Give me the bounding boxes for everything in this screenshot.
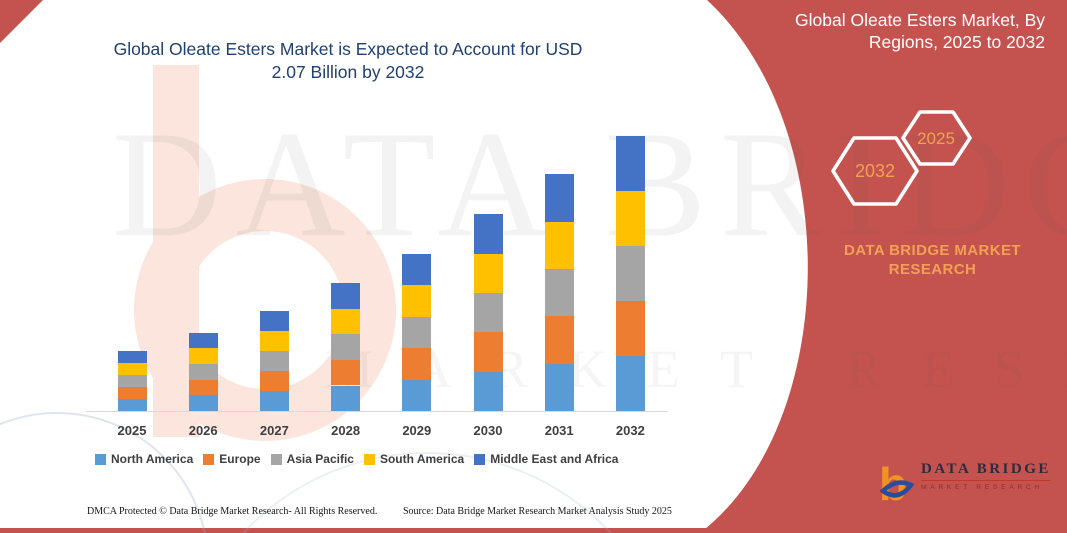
year-hexagons: 2032 2025 bbox=[831, 110, 972, 206]
legend-label: Europe bbox=[219, 452, 261, 466]
logo-tagline: MARKET RESEARCH bbox=[921, 484, 1043, 491]
bar-segment-asia-pacific bbox=[188, 363, 218, 380]
bar-segment-europe bbox=[615, 300, 645, 356]
x-tick-label: 2031 bbox=[544, 423, 574, 438]
databridge-logo: b DATA BRIDGE MARKET RESEARCH bbox=[878, 461, 1051, 507]
bar-segment-asia-pacific bbox=[402, 316, 432, 349]
legend-label: Asia Pacific bbox=[286, 452, 354, 466]
bar-segment-middle-east-and-africa bbox=[615, 135, 645, 191]
chart-title-line2: 2.07 Billion by 2032 bbox=[271, 62, 425, 82]
bar-segment-europe bbox=[117, 387, 147, 400]
bottom-red-strip bbox=[0, 528, 1067, 533]
bar-segment-asia-pacific bbox=[331, 334, 361, 360]
bar-segment-north-america bbox=[473, 371, 503, 411]
bar-segment-asia-pacific bbox=[544, 269, 574, 317]
bar-segment-asia-pacific bbox=[615, 245, 645, 301]
hexagon-2025-label: 2025 bbox=[917, 129, 955, 148]
bar-segment-middle-east-and-africa bbox=[259, 311, 289, 332]
bar-segment-europe bbox=[188, 379, 218, 396]
bar-segment-north-america bbox=[331, 385, 361, 411]
bar-segment-middle-east-and-africa bbox=[117, 351, 147, 364]
chart-title-line1: Global Oleate Esters Market is Expected … bbox=[113, 39, 583, 59]
bar-segment-asia-pacific bbox=[259, 351, 289, 372]
bar-segment-europe bbox=[259, 371, 289, 391]
bar-segment-middle-east-and-africa bbox=[473, 214, 503, 254]
legend-swatch bbox=[95, 453, 106, 465]
footer-source-text: Source: Data Bridge Market Research Mark… bbox=[403, 506, 672, 517]
bar-segment-middle-east-and-africa bbox=[188, 332, 218, 349]
bar-segment-north-america bbox=[544, 363, 574, 411]
panel-title-line2: Regions, 2025 to 2032 bbox=[868, 31, 1045, 52]
hexagon-2025: 2025 bbox=[901, 110, 972, 166]
bar-segment-north-america bbox=[402, 379, 432, 411]
legend-swatch bbox=[363, 453, 375, 465]
bar-segment-middle-east-and-africa bbox=[402, 254, 432, 286]
legend-item: South America bbox=[363, 452, 465, 466]
bar-segment-south-america bbox=[117, 363, 147, 376]
legend-label: North America bbox=[111, 452, 194, 466]
bar-segment-middle-east-and-africa bbox=[331, 283, 361, 309]
logo-text-block: DATA BRIDGE MARKET RESEARCH bbox=[921, 461, 1051, 491]
bar-segment-europe bbox=[402, 348, 432, 380]
footer-dmca-text: DMCA Protected © Data Bridge Market Rese… bbox=[87, 506, 378, 517]
panel-brand-line1: DATA BRIDGE MARKET bbox=[844, 242, 1021, 259]
bar-segment-south-america bbox=[331, 308, 361, 335]
x-tick-label: 2027 bbox=[259, 423, 289, 438]
bar-segment-asia-pacific bbox=[117, 375, 147, 388]
bar-segment-north-america bbox=[259, 391, 289, 411]
x-tick-label: 2030 bbox=[473, 423, 503, 438]
x-tick-label: 2029 bbox=[402, 423, 432, 438]
legend-item: North America bbox=[95, 452, 193, 466]
legend-label: Middle East and Africa bbox=[490, 452, 619, 466]
bar-segment-south-america bbox=[615, 190, 645, 246]
legend: North America Europe Asia Pacific South Ame… bbox=[95, 452, 618, 466]
x-axis-line bbox=[86, 411, 668, 412]
bar-segment-north-america bbox=[615, 355, 645, 411]
legend-item: Middle East and Africa bbox=[474, 452, 618, 466]
legend-label: South America bbox=[379, 452, 465, 466]
bar-segment-south-america bbox=[259, 331, 289, 352]
bar-segment-south-america bbox=[188, 348, 218, 364]
bar-segment-north-america bbox=[188, 395, 218, 411]
legend-swatch bbox=[203, 453, 215, 465]
panel-title-line1: Global Oleate Esters Market, By bbox=[795, 10, 1045, 30]
logo-name: DATA BRIDGE bbox=[921, 461, 1051, 481]
bar-segment-north-america bbox=[117, 399, 147, 411]
x-tick-label: 2026 bbox=[188, 423, 218, 438]
top-left-corner-triangle bbox=[0, 0, 43, 43]
panel-brand-line2: RESEARCH bbox=[888, 261, 977, 278]
legend-item: Asia Pacific bbox=[270, 452, 354, 466]
hexagon-2032-label: 2032 bbox=[855, 161, 895, 181]
bar-segment-south-america bbox=[402, 285, 432, 317]
legend-item: Europe bbox=[203, 452, 261, 466]
bar-segment-europe bbox=[331, 359, 361, 386]
bar-segment-south-america bbox=[544, 221, 574, 269]
chart-title: Global Oleate Esters Market is Expected … bbox=[83, 38, 613, 84]
bar-segment-middle-east-and-africa bbox=[544, 174, 574, 222]
legend-swatch bbox=[270, 453, 282, 465]
hexagon-2032: 2032 bbox=[831, 136, 919, 206]
legend-swatch bbox=[474, 453, 486, 465]
x-tick-label: 2025 bbox=[117, 423, 147, 438]
bar-segment-europe bbox=[544, 316, 574, 364]
bar-segment-south-america bbox=[473, 253, 503, 293]
x-tick-label: 2028 bbox=[331, 423, 361, 438]
databridge-b-icon: b bbox=[879, 461, 914, 507]
bar-segment-europe bbox=[473, 332, 503, 372]
panel-title: Global Oleate Esters Market, By Regions,… bbox=[745, 10, 1045, 53]
x-tick-label: 2032 bbox=[615, 423, 645, 438]
bar-segment-asia-pacific bbox=[473, 292, 503, 333]
panel-brand-text: DATA BRIDGE MARKET RESEARCH bbox=[800, 241, 1065, 279]
